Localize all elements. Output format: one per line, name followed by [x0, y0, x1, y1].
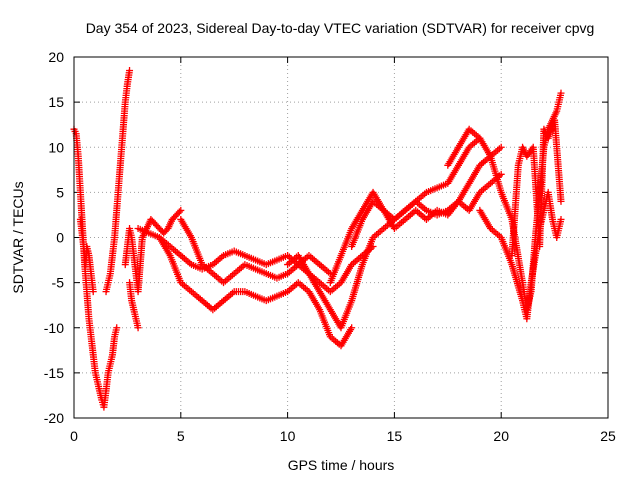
y-tick-label: 10: [48, 139, 64, 155]
x-tick-label: 25: [600, 428, 616, 444]
x-tick-label: 0: [70, 428, 78, 444]
y-tick-label: 20: [48, 49, 64, 65]
series-track-c: [102, 67, 134, 296]
series-track-e: [126, 279, 142, 332]
data-point: [497, 170, 505, 178]
series-track-k: [348, 170, 505, 251]
plot-frame: [73, 56, 609, 419]
series-track-g: [155, 234, 356, 350]
data-point: [557, 215, 565, 223]
series-track-n: [508, 116, 565, 260]
series-track-m: [476, 188, 565, 323]
series-track-f: [134, 224, 377, 296]
data-point: [557, 197, 565, 205]
x-tick-label: 5: [177, 428, 185, 444]
x-tick-label: 15: [387, 428, 403, 444]
data-point: [89, 288, 97, 296]
data-point: [497, 143, 505, 151]
data-point: [175, 208, 183, 216]
y-axis-label: SDTVAR / TECUs: [10, 181, 26, 293]
data-point: [113, 324, 121, 332]
y-tick-label: 15: [48, 94, 64, 110]
data-point: [126, 67, 134, 75]
series-track-a: [70, 125, 121, 411]
data-point: [557, 89, 565, 97]
data-point: [177, 206, 185, 214]
y-tick-label: -10: [44, 320, 64, 336]
points-layer: [70, 67, 565, 411]
data-point: [348, 324, 356, 332]
chart-title: Day 354 of 2023, Sidereal Day-to-day VTE…: [86, 20, 595, 36]
series-track-d: [121, 206, 185, 296]
ticks-layer: 0 5 10 15 20 25 -20 -15 -10 -5 0 5 10 15 20: [44, 49, 616, 444]
y-tick-label: 0: [56, 230, 64, 246]
y-tick-label: -5: [52, 275, 65, 291]
data-point: [134, 324, 142, 332]
y-tick-label: -15: [44, 365, 64, 381]
y-tick-label: -20: [44, 410, 64, 426]
series-track-b: [76, 215, 97, 296]
grid-layer: [74, 57, 608, 418]
x-tick-label: 10: [280, 428, 296, 444]
x-tick-label: 20: [493, 428, 509, 444]
y-tick-label: 5: [56, 184, 64, 200]
series-track-h: [177, 215, 334, 287]
x-axis-label: GPS time / hours: [288, 457, 395, 473]
